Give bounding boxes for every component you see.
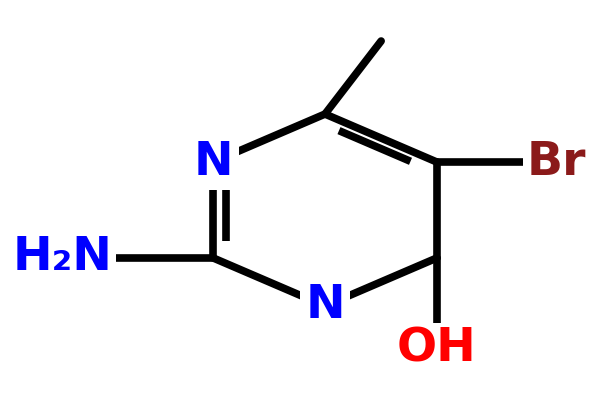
Text: H₂N: H₂N [12, 236, 112, 281]
Text: N: N [194, 139, 233, 184]
Text: Br: Br [527, 139, 586, 184]
Text: N: N [305, 284, 345, 328]
Text: OH: OH [397, 327, 476, 372]
